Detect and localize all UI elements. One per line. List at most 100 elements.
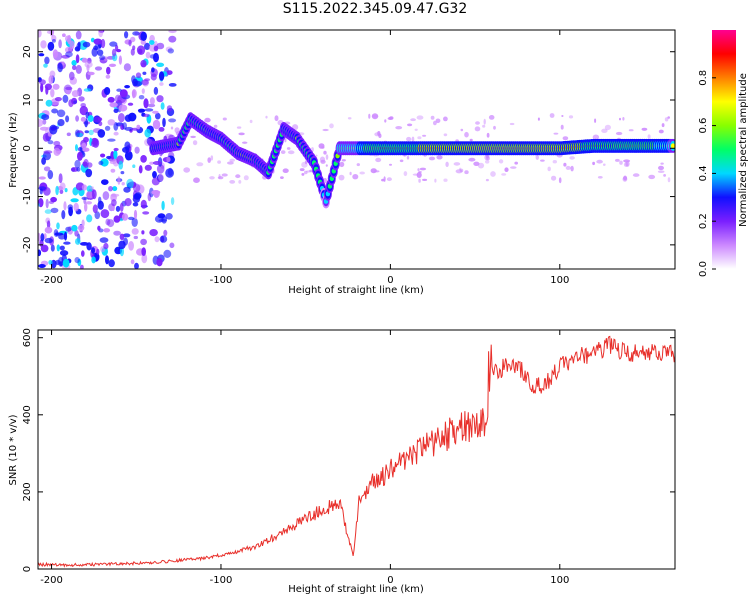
spectrogram-halo-blob — [667, 116, 670, 119]
x-tick-label: -200 — [40, 275, 63, 286]
spectrogram-halo-blob — [433, 120, 437, 126]
spectrogram-halo-blob — [632, 173, 640, 177]
y-tick-label: -10 — [22, 188, 33, 204]
snr-x-axis-label: Height of straight line (km) — [288, 584, 424, 595]
spectrogram-noise-blob — [137, 108, 146, 113]
spectrogram-noise-blob — [81, 196, 88, 200]
spectrogram-noise-blob — [161, 216, 167, 224]
spectrogram-halo-blob — [619, 117, 621, 121]
spectrogram-halo-blob — [371, 113, 379, 120]
spectrogram-halo-blob — [562, 136, 569, 141]
spectrogram-noise-blob — [140, 39, 146, 45]
spectrogram-noise-blob — [170, 197, 175, 206]
spectrogram-noise-blob — [113, 131, 119, 136]
x-tick-label: 0 — [387, 275, 393, 286]
spectrogram-noise-blob — [81, 219, 85, 227]
spectrogram-noise-blob — [44, 226, 53, 234]
spectrogram-noise-blob — [131, 217, 138, 227]
spectrogram-halo-blob — [204, 117, 211, 123]
spectrogram-noise-blob — [149, 97, 155, 105]
spectrogram-noise-blob — [152, 161, 162, 165]
spectrogram-noise-blob — [47, 140, 54, 145]
spectrogram-x-axis-label: Height of straight line (km) — [288, 285, 424, 296]
spectrogram-halo-blob — [641, 127, 648, 131]
spectrogram-noise-blob — [65, 51, 73, 58]
spectrogram-noise-blob — [56, 244, 60, 252]
spectrogram-noise-blob — [111, 48, 117, 57]
spectrogram-halo-blob — [540, 159, 545, 162]
spectrogram-halo-blob — [349, 171, 352, 176]
spectrogram-halo-blob — [565, 165, 571, 170]
spectrogram-noise-blob — [40, 40, 47, 49]
spectrogram-halo-blob — [615, 131, 623, 136]
spectrogram-noise-blob — [44, 209, 52, 214]
spectrogram-noise-blob — [113, 108, 119, 114]
spectrogram-halo-blob — [604, 124, 612, 131]
spectrogram-noise-blob — [116, 88, 122, 92]
spectrogram-noise-blob — [132, 78, 138, 87]
spectrogram-noise-blob — [144, 42, 151, 51]
spectrogram-noise-blob — [93, 45, 99, 51]
spectrogram-halo-blob — [209, 176, 215, 180]
spectrogram-halo-blob — [537, 117, 540, 121]
spectrogram-noise-blob — [61, 61, 65, 66]
spectrogram-noise-blob — [124, 31, 129, 39]
spectrogram-halo-blob — [436, 155, 443, 160]
spectrogram-halo-blob — [352, 174, 359, 180]
spectrogram-noise-blob — [56, 222, 60, 230]
spectrogram-noise-blob — [151, 67, 155, 73]
spectrogram-noise-blob — [109, 102, 118, 108]
spectrogram-noise-blob — [75, 64, 82, 74]
spectrogram-halo-blob — [486, 132, 490, 138]
spectrogram-halo-blob — [416, 172, 422, 178]
spectrogram-halo-blob — [592, 161, 595, 166]
spectrogram-noise-blob — [42, 119, 47, 125]
spectrogram-halo-blob — [501, 173, 507, 176]
spectrogram-halo-blob — [406, 155, 410, 160]
spectrogram-noise-blob — [149, 161, 154, 165]
spectrogram-halo-blob — [242, 141, 248, 144]
spectrogram-halo-blob — [661, 123, 665, 128]
spectrogram-noise-blob — [109, 160, 117, 165]
spectrogram-noise-blob — [94, 211, 101, 220]
spectrogram-noise-blob — [63, 201, 67, 211]
spectrogram-halo-blob — [603, 163, 606, 166]
spectrogram-noise-blob — [78, 96, 85, 102]
spectrogram-halo-blob — [475, 121, 480, 125]
spectrogram-halo-blob — [558, 177, 562, 184]
spectrogram-noise-blob — [53, 140, 61, 147]
spectrogram-noise-blob — [160, 102, 165, 110]
spectrogram-noise-blob — [158, 173, 164, 182]
spectrogram-noise-blob — [145, 51, 151, 59]
spectrogram-halo-blob — [664, 117, 669, 122]
spectrogram-noise-blob — [123, 186, 131, 193]
spectrogram-noise-blob — [97, 129, 106, 138]
spectrogram-halo-blob — [301, 173, 305, 176]
spectrogram-noise-blob — [43, 63, 48, 68]
spectrogram-noise-blob — [50, 196, 57, 203]
spectrogram-noise-blob — [112, 186, 118, 192]
spectrogram-noise-blob — [153, 52, 159, 63]
spectrogram-halo-blob — [601, 128, 608, 133]
spectrogram-halo-blob — [428, 156, 436, 161]
spectrogram-noise-blob — [43, 166, 51, 172]
spectrogram-noise-blob — [71, 224, 78, 232]
spectrogram-noise-blob — [57, 119, 65, 127]
spectrogram-halo-blob — [347, 117, 352, 120]
spectrogram-noise-blob — [144, 78, 151, 82]
spectrogram-halo-blob — [170, 126, 174, 130]
spectrogram-noise-blob — [74, 159, 81, 169]
spectrogram-noise-blob — [63, 231, 68, 241]
spectrogram-halo-blob — [469, 138, 473, 142]
spectrogram-noise-blob — [56, 109, 66, 118]
spectrogram-noise-blob — [118, 55, 122, 65]
spectrogram-halo-blob — [484, 154, 489, 161]
spectrogram-noise-blob — [84, 61, 93, 68]
spectrogram-noise-blob — [118, 104, 128, 112]
spectrogram-noise-blob — [104, 125, 111, 131]
spectrogram-noise-blob — [45, 198, 49, 209]
x-tick-label: 0 — [387, 575, 393, 586]
spectrogram-noise-blob — [76, 167, 81, 172]
spectrogram-noise-blob — [152, 119, 161, 130]
spectrogram-halo-blob — [623, 162, 629, 167]
